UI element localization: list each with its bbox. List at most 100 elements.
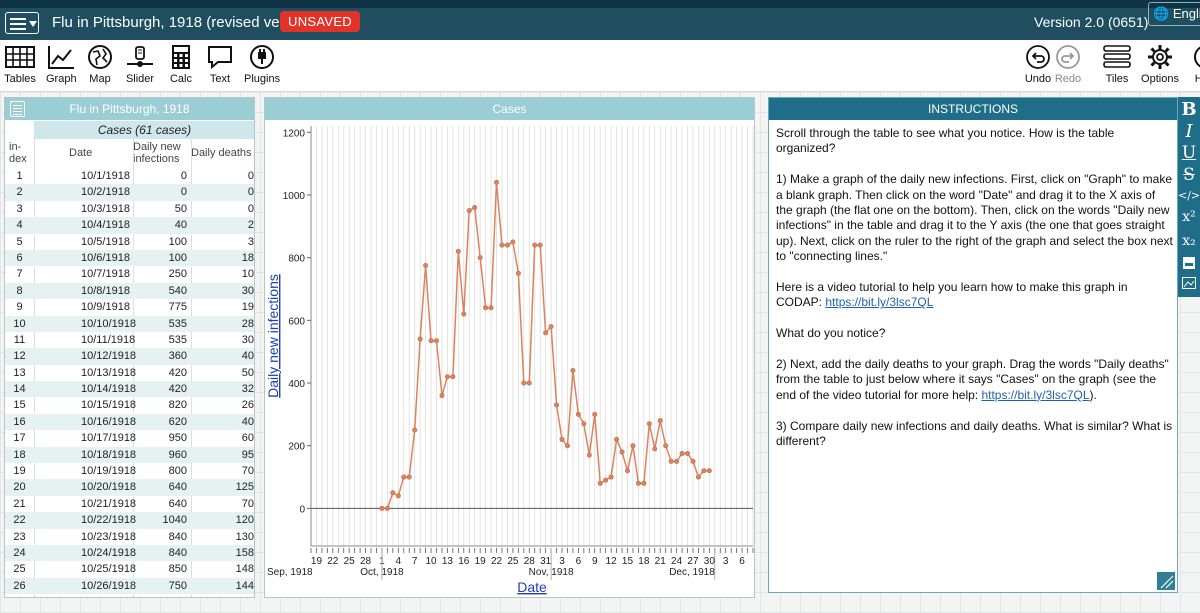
date-cell[interactable]: 10/24/1918 [81,546,137,559]
data-point[interactable] [423,262,429,268]
date-cell[interactable]: 10/20/1918 [81,481,137,494]
slider-button[interactable]: Slider [124,44,156,85]
data-point[interactable] [679,451,685,457]
image-icon[interactable] [1182,277,1196,289]
calc-button[interactable]: Calc [168,44,194,85]
graph-tile[interactable]: Cases 0200400600800100012001922252814710… [264,97,755,598]
date-cell[interactable]: 10/7/1918 [81,268,130,281]
table-row[interactable]: 22 10/22/1918 1040 120 [5,512,254,529]
code-button[interactable]: </> [1178,189,1200,202]
data-point[interactable] [570,367,576,373]
video-tutorial-link-2[interactable]: https://bit.ly/3lsc7QL [981,387,1090,402]
deaths-cell[interactable]: 144 [235,579,254,592]
date-cell[interactable]: 10/9/1918 [81,301,130,314]
deaths-cell[interactable]: 3 [247,235,254,248]
table-row[interactable]: 1 10/1/1918 0 0 [5,168,254,185]
infections-cell[interactable]: 0 [180,170,187,182]
date-cell[interactable]: 10/13/1918 [81,366,137,379]
deaths-cell[interactable]: 30 [241,284,254,297]
plugins-button[interactable]: Plugins [244,44,280,85]
infections-cell[interactable]: 640 [168,481,187,494]
table-row[interactable]: 21 10/21/1918 640 70 [5,495,254,513]
date-cell[interactable]: 10/22/1918 [81,514,137,527]
deaths-cell[interactable]: 0 [247,170,254,182]
deaths-cell[interactable]: 70 [241,465,254,478]
date-cell[interactable]: 10/10/1918 [81,317,137,330]
infections-cell[interactable]: 840 [168,530,187,543]
instructions-body[interactable]: Scroll through the table to see what you… [776,126,1174,465]
table-row[interactable]: 6 10/6/1918 100 18 [5,249,254,267]
infections-cell[interactable]: 100 [168,251,187,264]
table-row[interactable]: 9 10/9/1918 775 19 [5,299,254,316]
deaths-cell[interactable]: 0 [247,186,254,199]
infections-cell[interactable]: 850 [168,563,187,576]
infections-cell[interactable]: 100 [168,235,187,248]
data-point[interactable] [597,480,603,486]
date-cell[interactable]: 10/16/1918 [81,415,137,428]
table-row[interactable]: 16 10/16/1918 620 40 [5,413,254,431]
infections-cell[interactable]: 50 [174,202,187,215]
infections-cell[interactable]: 800 [168,465,187,478]
data-point[interactable] [630,443,636,449]
data-point[interactable] [619,449,625,455]
block-icon[interactable] [1183,257,1195,269]
deaths-cell[interactable]: 40 [241,350,254,363]
data-point[interactable] [504,242,510,248]
date-cell[interactable]: 10/25/1918 [81,563,137,576]
redo-button[interactable]: Redo [1054,44,1082,85]
infections-cell[interactable]: 0 [180,186,187,199]
data-point[interactable] [428,338,434,344]
date-cell[interactable]: 10/26/1918 [81,579,137,592]
graph-tile-titlebar[interactable]: Cases [265,98,754,120]
deaths-cell[interactable]: 60 [241,432,254,445]
deaths-cell[interactable]: 0 [247,202,254,215]
table-row[interactable]: 25 10/25/1918 850 148 [5,561,254,578]
italic-button[interactable]: I [1185,121,1193,142]
table-row[interactable]: 26 10/26/1918 750 144 [5,577,254,595]
strikethrough-button[interactable]: S [1183,165,1195,185]
data-point[interactable] [455,248,461,254]
deaths-cell[interactable]: 95 [241,448,254,461]
deaths-cell[interactable]: 19 [241,301,254,314]
text-button[interactable]: Text [206,44,234,85]
table-row[interactable]: 17 10/17/1918 950 60 [5,430,254,447]
data-point[interactable] [417,336,423,342]
data-point[interactable] [461,311,467,317]
data-point[interactable] [521,380,527,386]
infections-column-header[interactable]: Daily new infections [133,141,181,165]
deaths-cell[interactable]: 18 [241,251,254,264]
table-row[interactable]: 15 10/15/1918 820 26 [5,397,254,414]
infections-cell[interactable]: 840 [168,546,187,559]
table-row[interactable]: 11 10/11/1918 535 30 [5,331,254,349]
data-point[interactable] [685,451,691,457]
data-point[interactable] [695,474,701,480]
data-point[interactable] [657,418,663,424]
data-point[interactable] [406,474,412,480]
resize-handle-icon[interactable] [1157,572,1175,590]
deaths-cell[interactable]: 125 [235,481,254,494]
table-tile-titlebar[interactable]: Flu in Pittsburgh, 1918 [5,98,254,120]
data-point[interactable] [581,421,587,427]
data-point[interactable] [450,374,456,380]
map-button[interactable]: Map [86,44,114,85]
deaths-cell[interactable]: 120 [235,514,254,527]
table-row[interactable]: 24 10/24/1918 840 158 [5,544,254,562]
data-point[interactable] [646,421,652,427]
graph-button[interactable]: Graph [46,44,77,85]
data-point[interactable] [483,305,489,311]
data-point[interactable] [608,474,614,480]
options-button[interactable]: Options [1140,44,1180,85]
date-cell[interactable]: 10/4/1918 [81,219,130,232]
infections-cell[interactable]: 820 [168,399,187,412]
date-cell[interactable]: 10/6/1918 [81,251,130,264]
infections-cell[interactable]: 640 [168,497,187,510]
table-row[interactable]: 13 10/13/1918 420 50 [5,364,254,382]
data-point[interactable] [510,239,516,245]
data-point[interactable] [564,443,570,449]
deaths-cell[interactable]: 70 [241,497,254,510]
data-point[interactable] [466,208,472,214]
date-cell[interactable]: 10/17/1918 [81,432,137,445]
data-point[interactable] [412,427,418,433]
language-menu[interactable]: 🌐 English [1148,2,1200,26]
date-cell[interactable]: 10/23/1918 [81,530,137,543]
